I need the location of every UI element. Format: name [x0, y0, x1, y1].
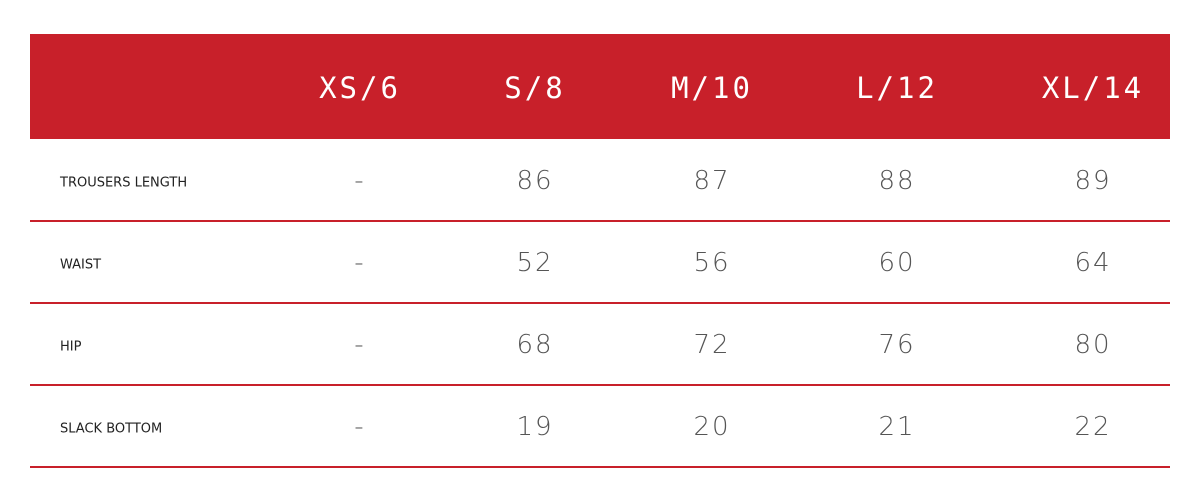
row-label: WAIST: [60, 257, 102, 273]
cell: 52: [516, 248, 554, 278]
row-separator: [30, 302, 1170, 304]
column-header: XL/14: [1041, 71, 1145, 105]
cell: 20: [693, 412, 731, 442]
cell: 56: [693, 248, 731, 278]
cell: 76: [878, 330, 916, 360]
cell: 86: [516, 166, 554, 196]
row-separator: [30, 220, 1170, 222]
cell: 19: [516, 412, 554, 442]
cell: 87: [693, 166, 731, 196]
row-separator: [30, 384, 1170, 386]
row-label: HIP: [60, 339, 82, 355]
cell: 80: [1074, 330, 1112, 360]
cell: -: [354, 412, 366, 442]
cell: 89: [1074, 166, 1112, 196]
column-header: M/10: [671, 71, 753, 105]
column-header: XS/6: [319, 71, 401, 105]
row-separator: [30, 466, 1170, 468]
cell: 72: [693, 330, 731, 360]
column-header: L/12: [856, 71, 938, 105]
cell: 68: [516, 330, 554, 360]
row-label: TROUSERS LENGTH: [60, 175, 188, 191]
cell: -: [354, 248, 366, 278]
cell: 60: [878, 248, 916, 278]
column-header: S/8: [504, 71, 566, 105]
cell: 64: [1074, 248, 1112, 278]
cell: 88: [878, 166, 916, 196]
header-band: [30, 34, 1170, 139]
cell: -: [354, 330, 366, 360]
cell: 21: [878, 412, 916, 442]
row-label: SLACK BOTTOM: [60, 421, 163, 437]
cell: -: [354, 166, 366, 196]
cell: 22: [1074, 412, 1112, 442]
